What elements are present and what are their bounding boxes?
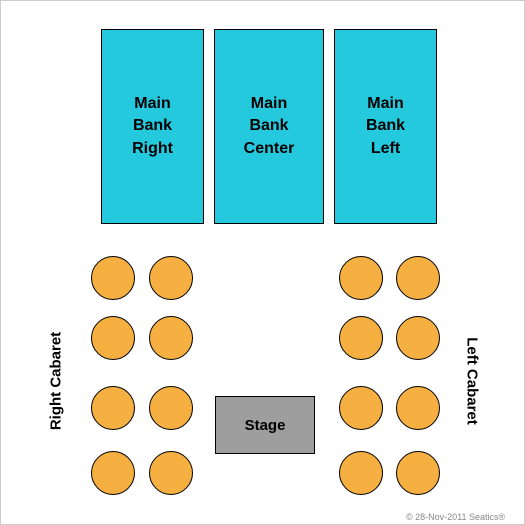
stage-label: Stage — [245, 417, 286, 434]
stage[interactable]: Stage — [215, 396, 315, 454]
bank-left-label: MainBankLeft — [366, 93, 405, 160]
copyright-text: © 28-Nov-2011 Seatics® — [406, 512, 505, 522]
left-cabaret-table[interactable] — [396, 256, 440, 300]
bank-right-label: MainBankRight — [132, 93, 173, 160]
main-bank-right[interactable]: MainBankRight — [101, 29, 204, 224]
right-cabaret-table[interactable] — [91, 386, 135, 430]
right-cabaret-table[interactable] — [149, 316, 193, 360]
left-cabaret-table[interactable] — [339, 451, 383, 495]
right-cabaret-table[interactable] — [91, 316, 135, 360]
left-cabaret-table[interactable] — [396, 316, 440, 360]
left-cabaret-table[interactable] — [396, 451, 440, 495]
right-cabaret-table[interactable] — [149, 451, 193, 495]
left-cabaret-label: Left Cabaret — [464, 337, 481, 425]
right-cabaret-table[interactable] — [91, 256, 135, 300]
main-bank-center[interactable]: MainBankCenter — [214, 29, 324, 224]
main-bank-left[interactable]: MainBankLeft — [334, 29, 437, 224]
left-cabaret-table[interactable] — [396, 386, 440, 430]
right-cabaret-table[interactable] — [149, 256, 193, 300]
bank-center-label: MainBankCenter — [244, 93, 295, 160]
seating-chart-container: MainBankRight MainBankCenter MainBankLef… — [0, 0, 525, 525]
right-cabaret-table[interactable] — [91, 451, 135, 495]
left-cabaret-table[interactable] — [339, 386, 383, 430]
right-cabaret-label: Right Cabaret — [48, 332, 65, 430]
left-cabaret-table[interactable] — [339, 316, 383, 360]
right-cabaret-table[interactable] — [149, 386, 193, 430]
left-cabaret-table[interactable] — [339, 256, 383, 300]
